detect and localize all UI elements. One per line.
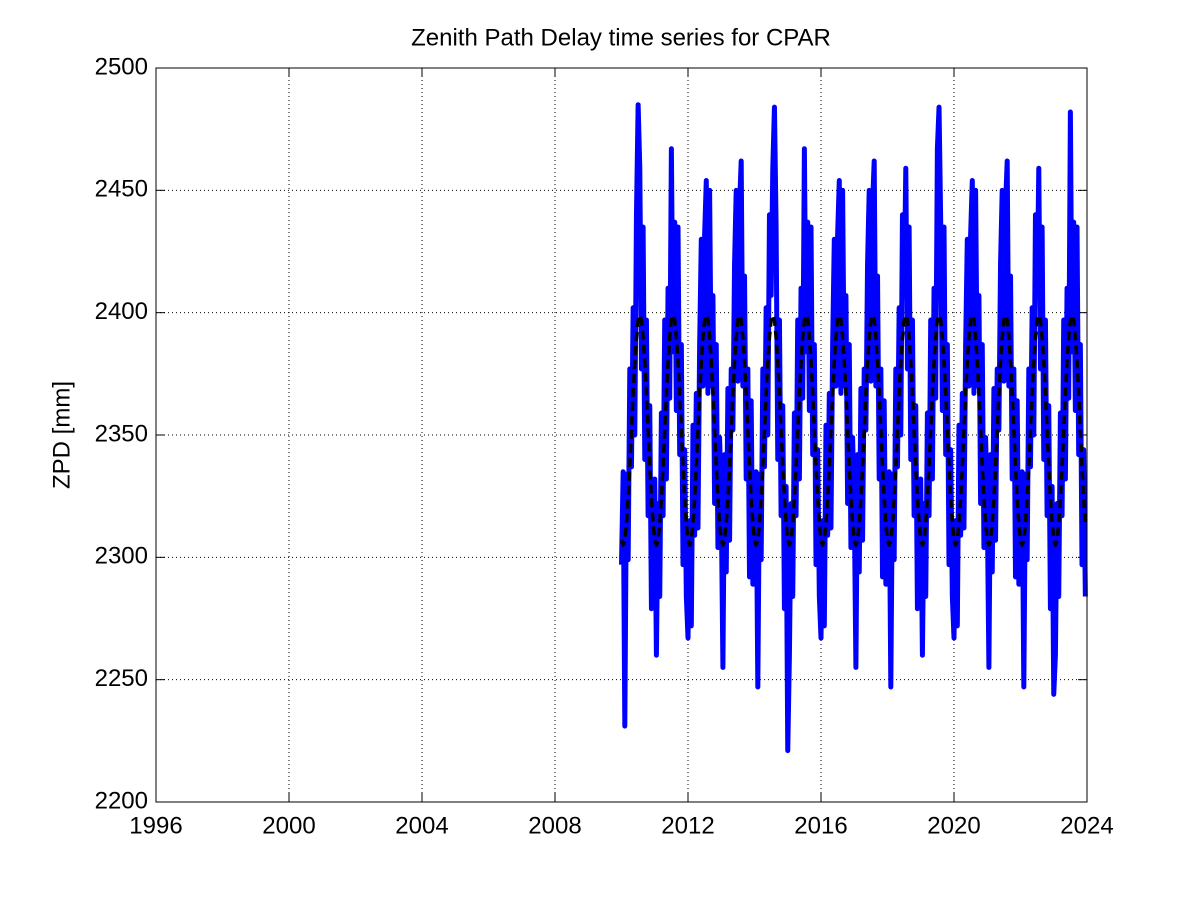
x-tick-label: 2000 (262, 812, 315, 839)
x-tick-label: 2008 (528, 812, 581, 839)
plot-frame (155, 67, 1088, 803)
y-tick-label: 2400 (95, 298, 148, 325)
x-tick-label: 2004 (395, 812, 448, 839)
y-tick-label: 2200 (95, 787, 148, 814)
x-tick-label: 2012 (661, 812, 714, 839)
fit-line (619, 313, 1088, 547)
y-tick-label: 2350 (95, 420, 148, 447)
y-tick-label: 2250 (95, 665, 148, 692)
x-tick-label: 2024 (1060, 812, 1113, 839)
chart-title: Zenith Path Delay time series for CPAR (411, 24, 831, 51)
x-tick-label: 1996 (129, 812, 182, 839)
x-tick-label: 2020 (927, 812, 980, 839)
y-axis-label: ZPD [mm] (48, 381, 75, 489)
y-tick-label: 2300 (95, 543, 148, 570)
y-tick-label: 2450 (95, 176, 148, 203)
y-tick-label: 2500 (95, 53, 148, 80)
x-tick-label: 2016 (794, 812, 847, 839)
